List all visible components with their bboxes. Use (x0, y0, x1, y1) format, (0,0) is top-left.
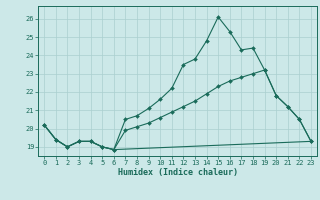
X-axis label: Humidex (Indice chaleur): Humidex (Indice chaleur) (118, 168, 238, 177)
